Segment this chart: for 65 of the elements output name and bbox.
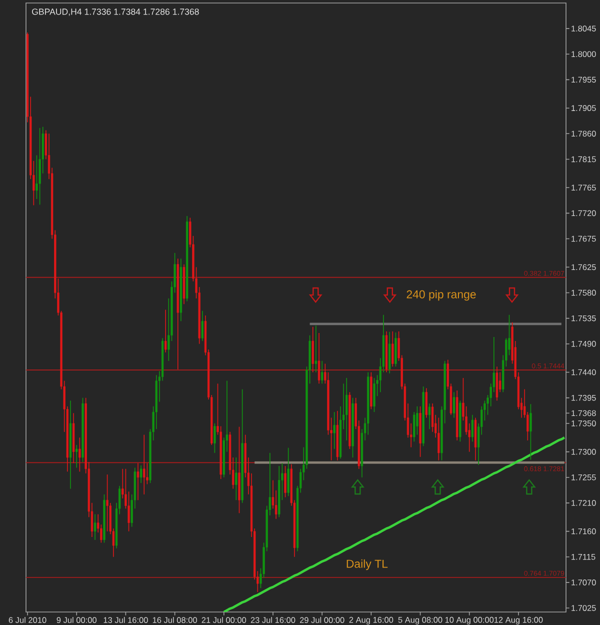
y-tick-label: 1.7580 [572,290,596,296]
y-tick-label: 1.7210 [572,500,596,506]
candlestick [94,514,96,540]
candlestick [320,360,324,384]
candlestick [214,422,216,454]
x-tick-label: 2 Aug 16:00 [349,616,394,624]
y-tick-label: 1.7815 [572,156,596,162]
candlestick [314,325,318,373]
candlestick [318,332,320,384]
x-tick-label: 5 Aug 08:00 [398,616,442,624]
candlestick [76,444,78,468]
candlestick [235,457,238,500]
y-tick-label: 1.7955 [572,76,596,83]
candlestick [346,378,348,441]
y-tick-label: 1.7490 [572,340,596,347]
x-tick-label: 9 Jul 00:00 [56,616,97,624]
candlestick [333,412,336,450]
candlestick [425,388,428,418]
y-tick-label: 1.7675 [572,236,596,242]
y-tick-label: 1.7160 [572,528,596,534]
y-tick-label: 1.7765 [572,184,596,191]
candlestick [438,417,440,461]
y-tick-label: 1.7905 [572,105,596,112]
candlestick [452,392,456,418]
candlestick [530,404,532,460]
y-tick-label: 1.7860 [572,130,596,137]
annotation: 240 pip range [406,290,476,301]
y-tick-label: 1.7535 [572,315,596,322]
x-tick-label: 16 Jul 08:00 [152,616,197,624]
y-tick-label: 1.7720 [572,210,596,216]
candlestick [164,309,167,353]
candlestick [392,330,394,367]
y-tick-label: 1.7070 [572,580,596,586]
x-tick-label: 13 Jul 16:00 [104,616,148,624]
y-tick-label: 1.8045 [572,26,596,32]
candlestick [373,378,376,412]
y-tick-label: 1.7025 [572,605,596,611]
candlestick [201,310,204,342]
candlestick [106,474,108,532]
text: GBPAUD,H4 1.7336 1.7384 1.7286 1.7368 [32,8,199,16]
x-tick-label: 29 Jul 00:00 [300,616,344,624]
candlestick [78,437,81,472]
candlestick [140,465,142,484]
x-tick-label: 21 Jul 00:00 [202,616,246,624]
y-tick-label: 1.7440 [572,369,596,376]
x-tick-label: 10 Aug 00:00 [445,616,494,624]
candlestick [312,326,314,373]
x-tick-label: 12 Aug 16:00 [494,616,543,624]
y-tick-label: 1.7625 [572,264,596,270]
x-tick-label: 6 Jul 2010 [8,616,46,624]
y-tick-label: 1.8000 [572,51,596,58]
y-tick-label: 1.7350 [572,420,596,426]
candlestick [143,434,146,495]
candlestick [287,447,290,497]
series-label: Daily TL [346,559,388,570]
y-tick-label: 1.7255 [572,474,596,480]
y-tick-label: 1.7368 [572,410,596,416]
y-tick-label: 1.7115 [572,554,596,560]
y-tick-label: 1.7300 [572,448,596,455]
candlestick [136,462,140,500]
candlestick [284,466,286,498]
candlestick [428,403,431,430]
y-tick-label: 1.7395 [572,394,596,401]
x-tick-label: 23 Jul 16:00 [250,616,296,624]
candlestick [471,414,474,442]
